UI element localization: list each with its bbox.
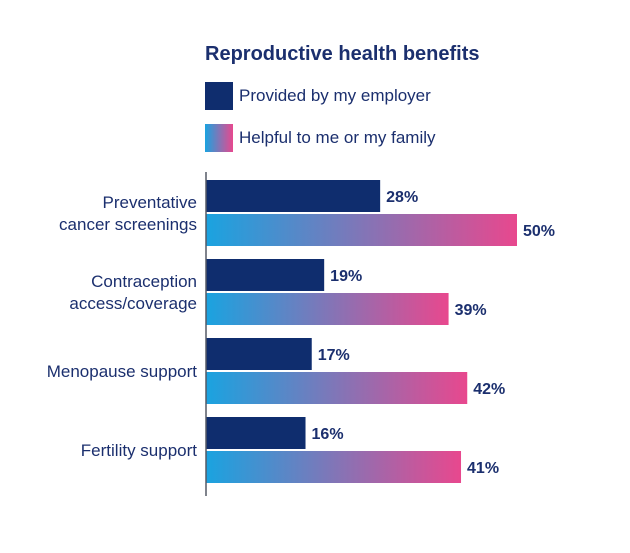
data-label-helpful-2: 42%	[473, 381, 505, 398]
data-label-employer-2: 17%	[318, 347, 350, 364]
category-label-2: Menopause support	[47, 362, 198, 381]
category-label-line: Contraception	[91, 272, 197, 291]
bar-helpful-3	[206, 451, 462, 483]
legend-item-employer: Provided by my employer	[205, 82, 431, 110]
category-label-0: Preventative cancer screenings	[59, 193, 197, 234]
legend-swatch-employer	[205, 82, 233, 110]
bar-employer-1	[206, 259, 325, 291]
chart-title: Reproductive health benefits	[205, 43, 480, 65]
legend-swatch-helpful	[205, 124, 233, 152]
category-label-line: cancer screenings	[59, 215, 197, 234]
data-label-employer-1: 19%	[330, 268, 362, 285]
category-label-1: Contraception access/coverage	[69, 272, 197, 313]
bar-employer-2	[206, 338, 312, 370]
category-label-line: Menopause support	[47, 362, 198, 381]
data-label-helpful-3: 41%	[467, 460, 499, 477]
bar-employer-3	[206, 417, 306, 449]
data-label-employer-0: 28%	[386, 189, 418, 206]
bar-employer-0	[206, 180, 381, 212]
category-label-line: Fertility support	[81, 441, 197, 460]
legend-label-employer: Provided by my employer	[239, 86, 431, 105]
bar-helpful-0	[206, 214, 517, 246]
bar-helpful-2	[206, 372, 468, 404]
category-label-line: Preventative	[103, 193, 198, 212]
category-label-3: Fertility support	[81, 441, 197, 460]
bar-helpful-1	[206, 293, 449, 325]
data-label-helpful-1: 39%	[455, 302, 487, 319]
data-label-employer-3: 16%	[312, 426, 344, 443]
legend-label-helpful: Helpful to me or my family	[239, 128, 436, 147]
category-label-line: access/coverage	[69, 294, 197, 313]
data-label-helpful-0: 50%	[523, 223, 555, 240]
legend-item-helpful: Helpful to me or my family	[205, 124, 436, 152]
